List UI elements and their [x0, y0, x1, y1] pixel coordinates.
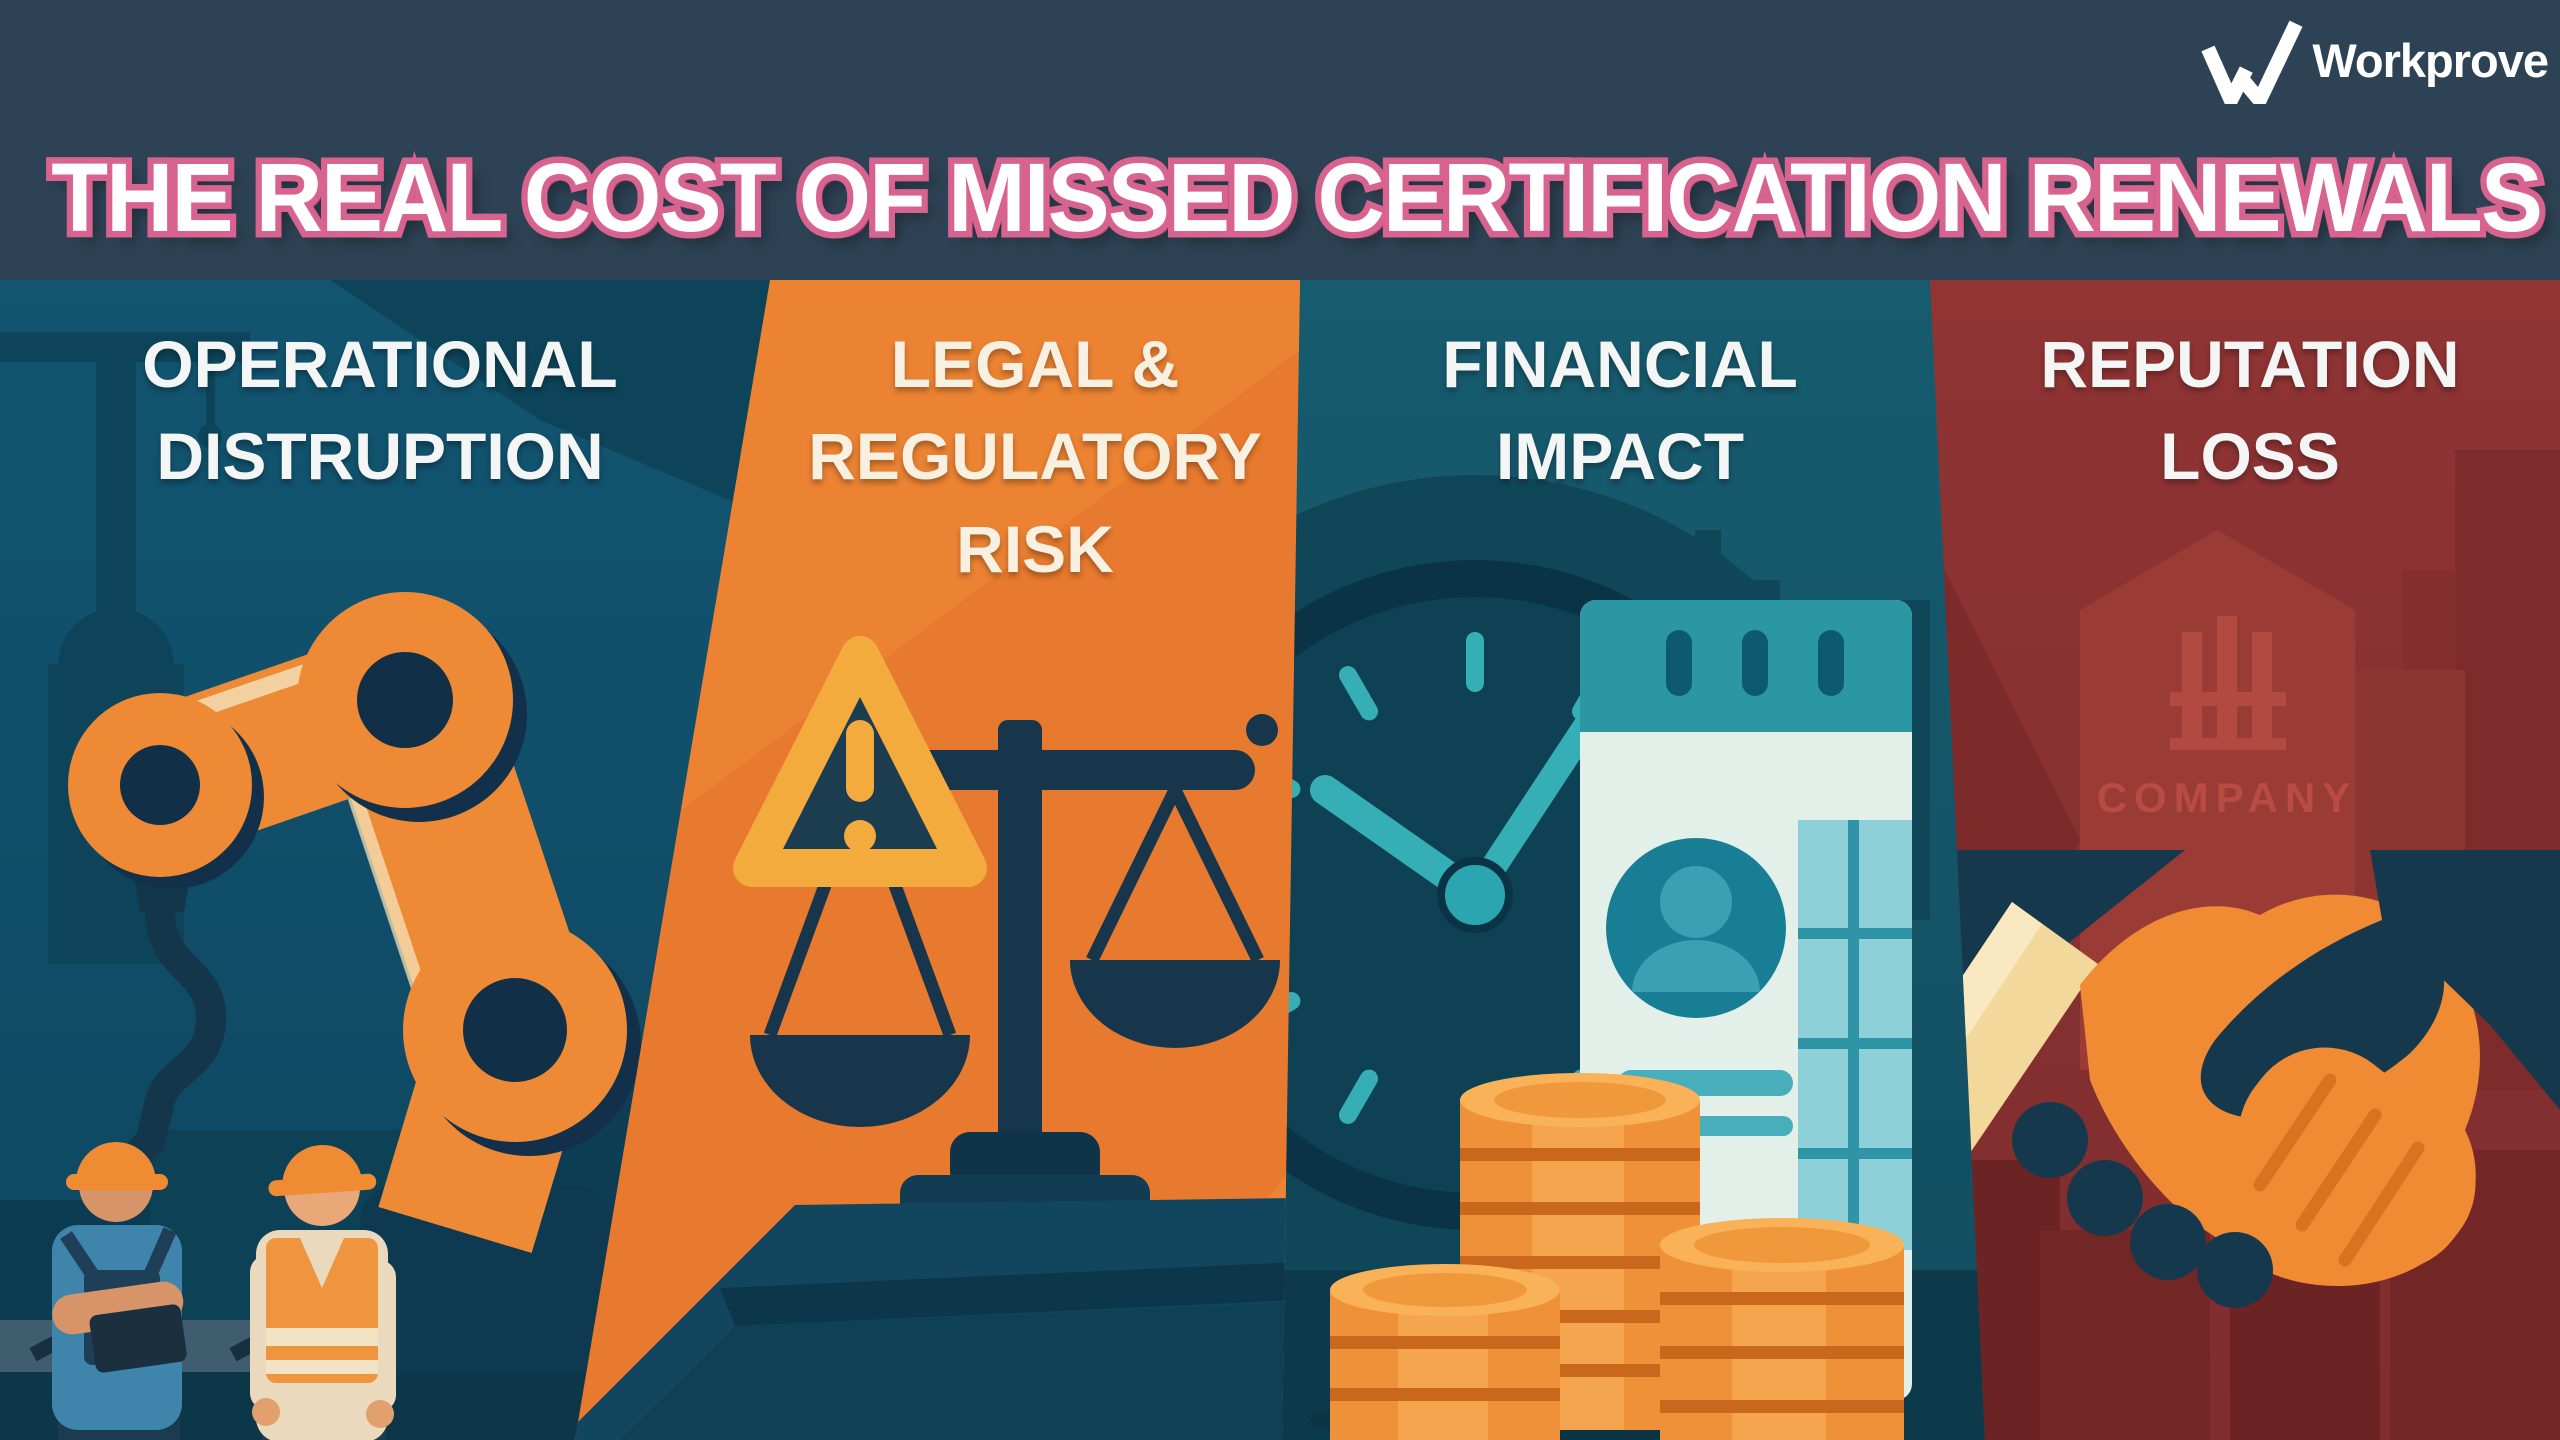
panel-financial-impact — [780, 280, 1990, 1440]
calendar-grid-icon — [1798, 820, 1912, 1250]
header-band: Workprove THE REAL COST OF MISSED CERTIF… — [0, 0, 2560, 280]
panel-title-operational: OPERATIONAL DISTRUPTION — [142, 327, 618, 494]
page-title-text: THE REAL COST OF MISSED CERTIFICATION RE… — [51, 143, 2543, 252]
panel-title-legal: LEGAL & REGULATORY RISK — [808, 327, 1262, 586]
page-title: THE REAL COST OF MISSED CERTIFICATION RE… — [45, 137, 2549, 272]
panel-operational-disruption — [0, 280, 800, 1440]
brand-logo: Workprove — [2196, 16, 2549, 104]
hard-hat-workers-icon — [52, 1142, 396, 1440]
panel-title-reputation: REPUTATION LOSS — [2040, 327, 2460, 494]
coin-stack — [1660, 1218, 1904, 1440]
coin-stack — [1330, 1264, 1560, 1440]
panel-reputation-loss: COMPANY — [1930, 280, 2560, 1440]
company-label: COMPANY — [2097, 774, 2358, 821]
w-checkmark-icon — [2201, 20, 2303, 104]
reputation-illustration: COMPANY — [1930, 450, 2560, 1440]
page-title-outline: THE REAL COST OF MISSED CERTIFICATION RE… — [45, 137, 2549, 259]
coin-stacks-icon — [1310, 1073, 1904, 1440]
worker-figure — [250, 1145, 396, 1440]
legal-illustration — [575, 280, 1300, 1440]
brand-name: Workprove — [2312, 33, 2549, 87]
warning-triangle-icon — [733, 636, 987, 887]
operational-illustration — [0, 280, 800, 1440]
robotic-arm-icon — [68, 592, 641, 1253]
panel-title-financial: FINANCIAL IMPACT — [1442, 327, 1798, 494]
handshake-icon — [1930, 850, 2560, 1308]
worker-figure — [52, 1142, 187, 1440]
